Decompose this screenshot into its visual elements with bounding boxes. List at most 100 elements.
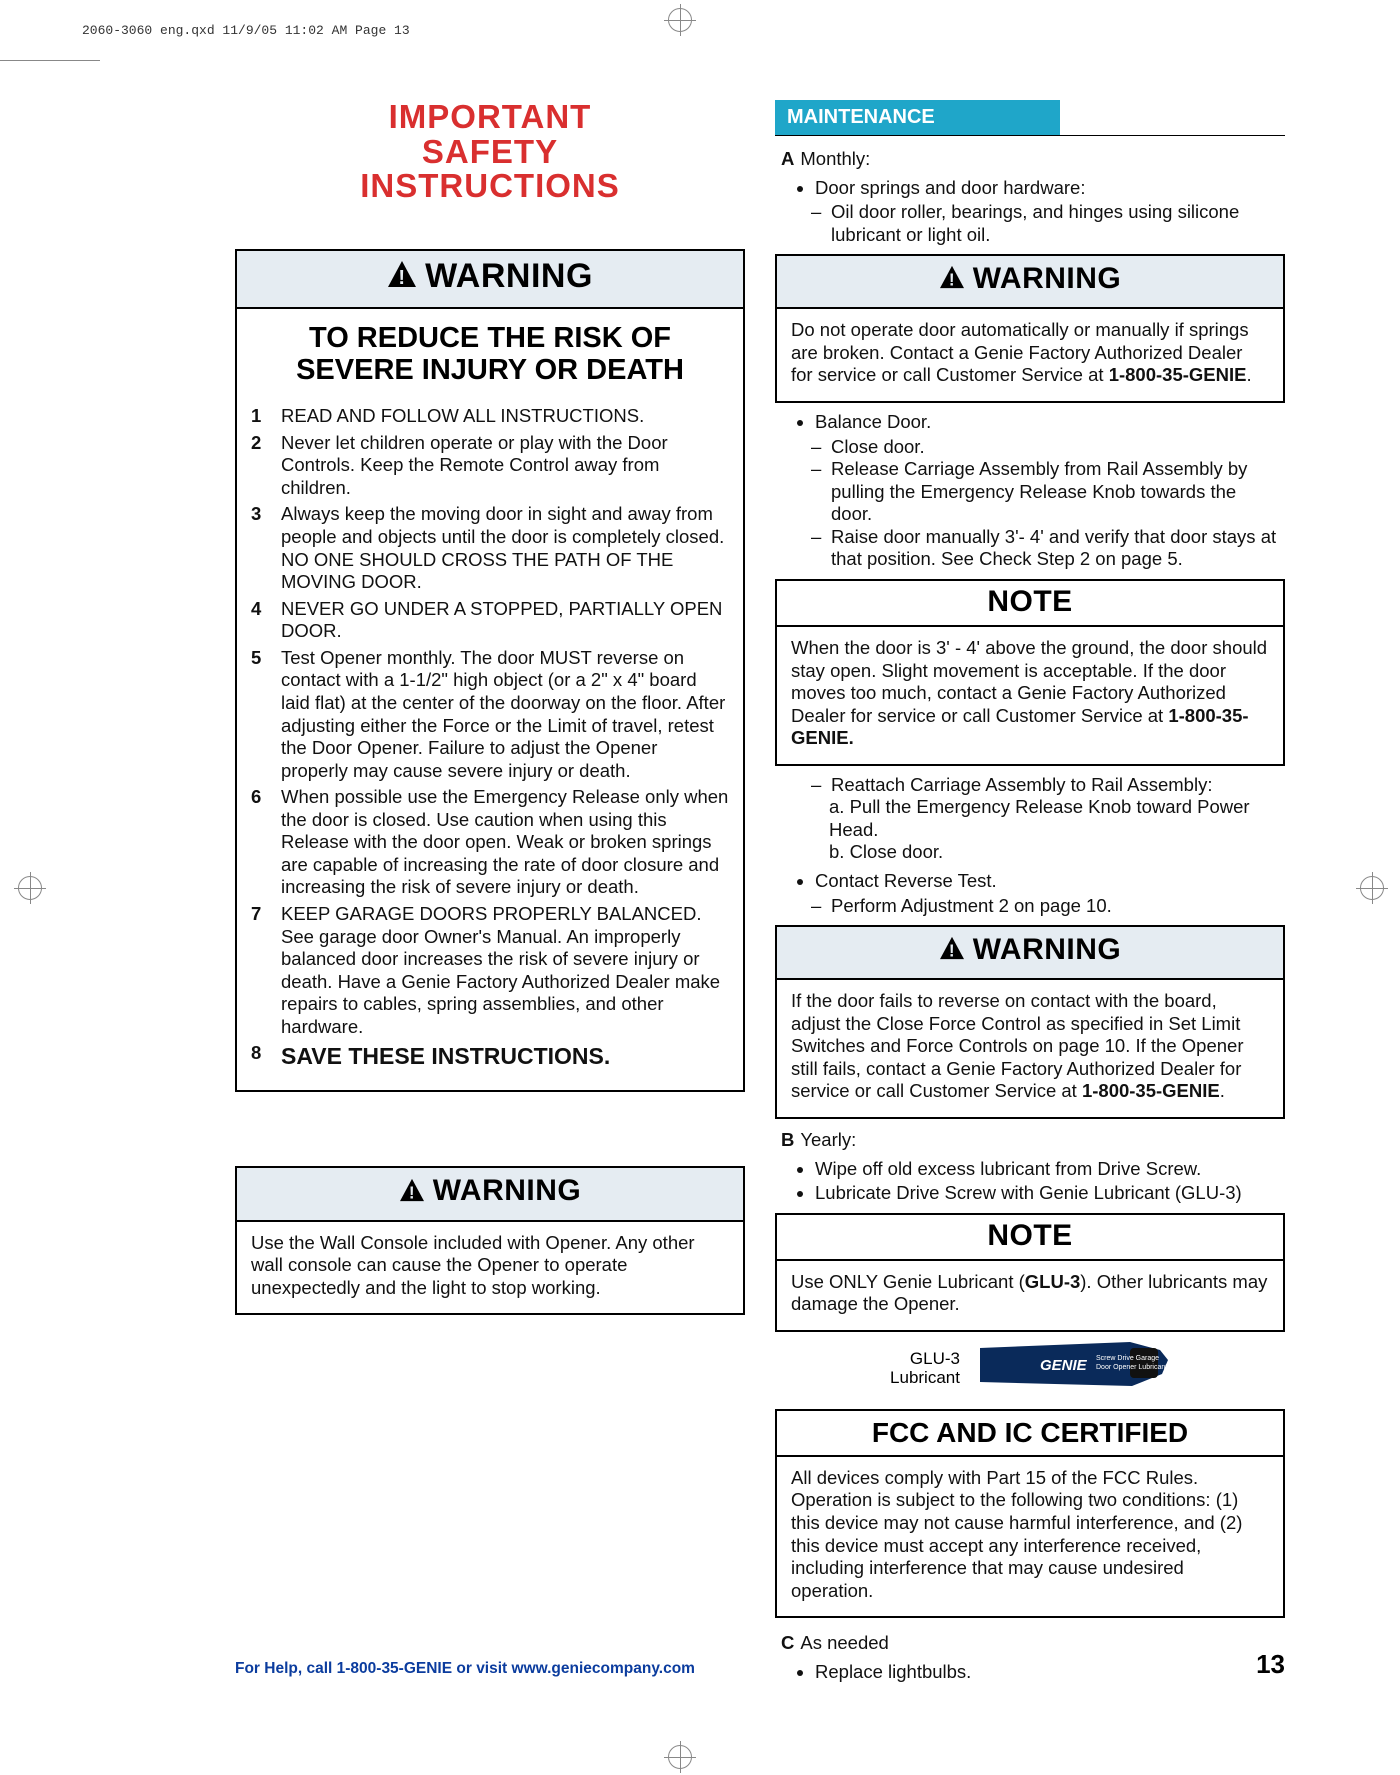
bullet-item: Contact Reverse Test. <box>815 870 1279 893</box>
note-body: When the door is 3' - 4' above the groun… <box>777 627 1283 764</box>
sub-item-b: b. Close door. <box>781 841 1279 864</box>
maintenance-header: MAINTENANCE <box>775 100 1060 135</box>
list-item: READ AND FOLLOW ALL INSTRUCTIONS. <box>281 405 729 428</box>
lubricant-label: GLU-3 Lubricant <box>890 1349 960 1388</box>
balance-section: Balance Door. Close door. Release Carria… <box>775 411 1285 571</box>
registration-target-icon <box>1360 876 1384 900</box>
warning-label: WARNING <box>433 1174 582 1207</box>
section-b: B Yearly: Wipe off old excess lubricant f… <box>775 1129 1285 1205</box>
list-num: 7 <box>251 903 269 1038</box>
note-box-lubricant: NOTE Use ONLY Genie Lubricant (GLU-3). O… <box>775 1213 1285 1332</box>
list-num: 1 <box>251 405 269 428</box>
dash-item: Release Carriage Assembly from Rail Asse… <box>811 458 1279 526</box>
warning-triangle-icon: ! <box>399 1176 425 1210</box>
list-item: Test Opener monthly. The door MUST rever… <box>281 647 729 782</box>
fcc-header: FCC AND IC CERTIFIED <box>775 1409 1285 1457</box>
registration-target-icon <box>668 8 692 32</box>
warning-triangle-icon: ! <box>939 263 965 297</box>
bullet-item: Door springs and door hardware: <box>815 177 1279 200</box>
dash-item: Reattach Carriage Assembly to Rail Assem… <box>811 774 1279 797</box>
warning-label: WARNING <box>973 262 1122 295</box>
warning-triangle-icon: ! <box>387 258 417 297</box>
svg-text:Screw Drive Garage: Screw Drive Garage <box>1096 1355 1159 1362</box>
page-title: IMPORTANT SAFETY INSTRUCTIONS <box>235 100 745 204</box>
lubricant-tube-icon: GENIE Screw Drive Garage Door Opener Lub… <box>980 1342 1170 1395</box>
warning-triangle-icon: ! <box>939 934 965 968</box>
warning-header: ! WARNING <box>237 1168 743 1221</box>
crop-mark <box>0 60 100 61</box>
risk-heading-l1: TO REDUCE THE RISK OF <box>309 322 671 354</box>
instruction-list: 1 READ AND FOLLOW ALL INSTRUCTIONS. 2Neve… <box>237 405 743 1090</box>
list-num: 6 <box>251 786 269 899</box>
note-header: NOTE <box>777 581 1283 627</box>
svg-text:!: ! <box>949 941 955 960</box>
warning-box-wallconsole: ! WARNING Use the Wall Console included … <box>235 1166 745 1315</box>
list-item: When possible use the Emergency Release … <box>281 786 729 899</box>
list-item: KEEP GARAGE DOORS PROPERLY BALANCED. See… <box>281 903 729 1038</box>
warning-box-springs: ! WARNING Do not operate door automatical… <box>775 254 1285 403</box>
note-body: Use ONLY Genie Lubricant (GLU-3). Other … <box>777 1261 1283 1330</box>
bullet-item: Balance Door. <box>815 411 1279 434</box>
fcc-body: All devices comply with Part 15 of the F… <box>777 1457 1283 1616</box>
note-text: Use ONLY Genie Lubricant ( <box>791 1271 1025 1292</box>
warning-header: ! WARNING <box>237 251 743 310</box>
title-line2: SAFETY <box>422 133 558 170</box>
list-item: NEVER GO UNDER A STOPPED, PARTIALLY OPEN… <box>281 598 729 643</box>
right-column: MAINTENANCE A Monthly: Door springs and d… <box>775 100 1285 1685</box>
product-code: GLU-3 <box>1025 1271 1081 1292</box>
sub-item-a: a. Pull the Emergency Release Knob towar… <box>781 796 1279 841</box>
page-number: 13 <box>1256 1649 1285 1680</box>
dash-item: Perform Adjustment 2 on page 10. <box>811 895 1279 918</box>
svg-text:Door Opener Lubricant: Door Opener Lubricant <box>1096 1364 1167 1371</box>
lubricant-row: GLU-3 Lubricant GENIE Screw Drive Garage… <box>775 1342 1285 1395</box>
warning-box-main: ! WARNING TO REDUCE THE RISK OF SEVERE I… <box>235 249 745 1093</box>
warning-header: ! WARNING <box>777 927 1283 980</box>
risk-heading: TO REDUCE THE RISK OF SEVERE INJURY OR D… <box>245 323 735 387</box>
lub-line2: Lubricant <box>890 1368 960 1387</box>
print-file-header: 2060-3060 eng.qxd 11/9/05 11:02 AM Page … <box>82 23 410 38</box>
page-footer: For Help, call 1-800-35-GENIE or visit w… <box>235 1649 1285 1680</box>
svg-text:!: ! <box>949 270 955 289</box>
section-b-text: Yearly: <box>800 1129 856 1150</box>
phone-number: 1-800-35-GENIE <box>1082 1080 1220 1101</box>
bullet-item: Lubricate Drive Screw with Genie Lubrica… <box>815 1182 1279 1205</box>
warning-label: WARNING <box>425 257 593 295</box>
list-num: 5 <box>251 647 269 782</box>
note-header: NOTE <box>777 1215 1283 1261</box>
list-num: 3 <box>251 503 269 593</box>
bullet-item: Wipe off old excess lubricant from Drive… <box>815 1158 1279 1181</box>
list-num: 2 <box>251 432 269 500</box>
warning-box-reverse: ! WARNING If the door fails to reverse on… <box>775 925 1285 1119</box>
warning-label: WARNING <box>973 933 1122 966</box>
svg-text:!: ! <box>409 1182 415 1201</box>
reattach-section: Reattach Carriage Assembly to Rail Assem… <box>775 774 1285 917</box>
dash-item: Close door. <box>811 436 1279 459</box>
warning-header: ! WARNING <box>777 256 1283 309</box>
svg-text:!: ! <box>398 267 405 288</box>
dash-item: Raise door manually 3'- 4' and verify th… <box>811 526 1279 571</box>
save-instructions: SAVE THESE INSTRUCTIONS. <box>281 1042 729 1070</box>
title-line1: IMPORTANT <box>389 98 592 135</box>
warning-body: Do not operate door automatically or man… <box>777 309 1283 401</box>
title-line3: INSTRUCTIONS <box>360 167 620 204</box>
section-letter: A <box>781 148 794 169</box>
registration-target-icon <box>668 1745 692 1769</box>
fcc-box: All devices comply with Part 15 of the F… <box>775 1455 1285 1618</box>
warning-body: Use the Wall Console included with Opene… <box>237 1222 743 1314</box>
lub-line1: GLU-3 <box>910 1349 960 1368</box>
list-num: 4 <box>251 598 269 643</box>
note-box-door: NOTE When the door is 3' - 4' above the … <box>775 579 1285 766</box>
left-column: IMPORTANT SAFETY INSTRUCTIONS ! WARNING … <box>235 100 745 1685</box>
warn-text: . <box>1220 1080 1225 1101</box>
svg-text:GENIE: GENIE <box>1040 1357 1088 1374</box>
help-text: For Help, call 1-800-35-GENIE or visit w… <box>235 1660 695 1678</box>
section-a-text: Monthly: <box>800 148 870 169</box>
list-item: Always keep the moving door in sight and… <box>281 503 729 593</box>
registration-target-icon <box>18 876 42 900</box>
warn-text: . <box>1246 364 1251 385</box>
list-item: Never let children operate or play with … <box>281 432 729 500</box>
warning-body: If the door fails to reverse on contact … <box>777 980 1283 1117</box>
section-letter: B <box>781 1129 794 1150</box>
section-a: A Monthly: Door springs and door hardware… <box>775 148 1285 246</box>
dash-item: Oil door roller, bearings, and hinges us… <box>811 201 1279 246</box>
